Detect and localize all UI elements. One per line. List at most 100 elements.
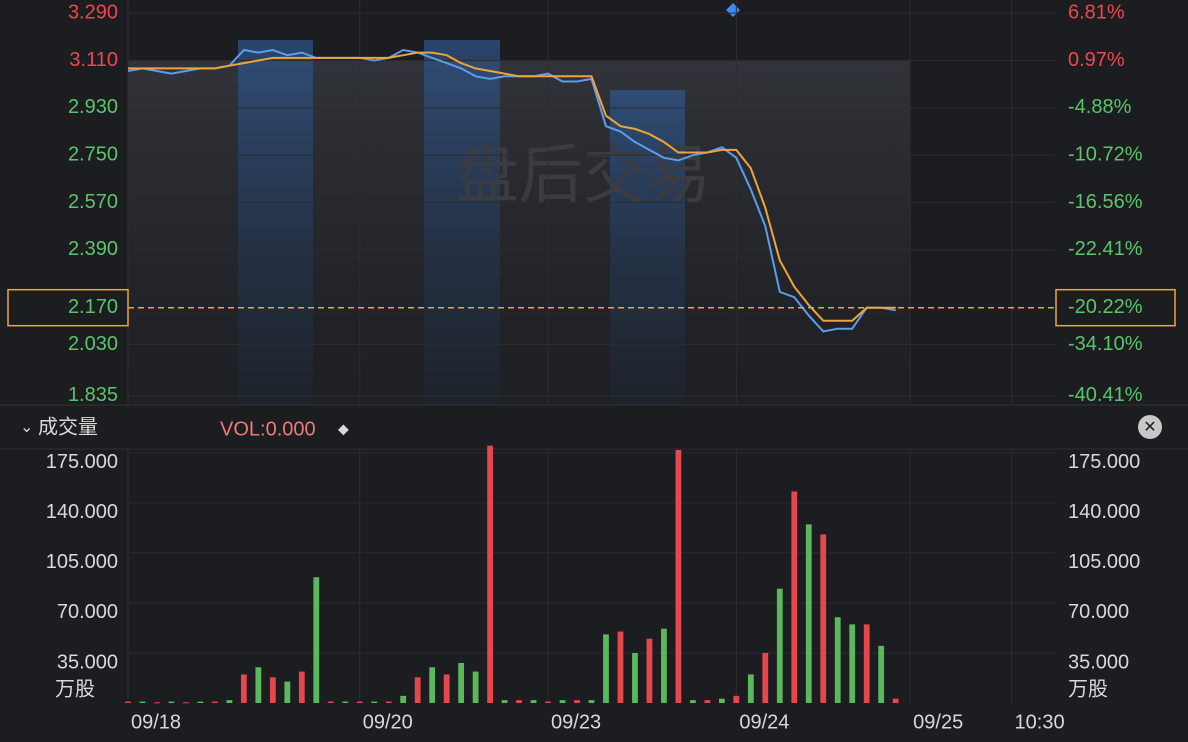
volume-bar bbox=[617, 631, 624, 703]
volume-bar bbox=[385, 701, 392, 703]
volume-bar bbox=[327, 701, 334, 703]
close-icon[interactable]: ✕ bbox=[1143, 419, 1156, 436]
reference-label: 2.170 bbox=[68, 296, 118, 318]
volume-bar bbox=[458, 662, 465, 703]
volume-bar bbox=[240, 674, 247, 703]
volume-bar bbox=[443, 674, 450, 703]
volume-bar bbox=[125, 701, 131, 703]
y-tick-label: 175.000 bbox=[46, 451, 118, 473]
volume-bar bbox=[863, 624, 870, 703]
y2-tick-label: 140.000 bbox=[1068, 501, 1140, 523]
volume-bar bbox=[820, 534, 827, 703]
volume-bar bbox=[226, 700, 233, 703]
x-tick-label: 09/24 bbox=[739, 711, 789, 733]
y-tick-label: 1.835 bbox=[68, 384, 118, 406]
y2-tick-label: -4.88% bbox=[1068, 96, 1132, 118]
x-tick-label: 10:30 bbox=[1015, 711, 1065, 733]
indicator-settings[interactable]: ◆ bbox=[338, 421, 349, 437]
x-tick-label: 09/20 bbox=[363, 711, 413, 733]
y-tick-label: 105.000 bbox=[46, 551, 118, 573]
y-tick-label: 2.570 bbox=[68, 191, 118, 213]
y-tick-label: 3.290 bbox=[68, 1, 118, 23]
volume-bar bbox=[472, 671, 479, 703]
volume-bar bbox=[197, 701, 204, 703]
x-tick-label: 09/23 bbox=[551, 711, 601, 733]
volume-bar bbox=[632, 652, 638, 703]
volume-bar bbox=[183, 702, 189, 704]
y2-tick-label: -10.72% bbox=[1068, 143, 1143, 165]
volume-bar bbox=[834, 617, 841, 703]
after-hours-band bbox=[238, 40, 313, 405]
volume-bar bbox=[791, 491, 798, 703]
volume-bar bbox=[574, 700, 580, 703]
y-tick-label: 2.750 bbox=[68, 143, 118, 165]
y2-tick-label: 6.81% bbox=[1068, 1, 1125, 23]
volume-bar bbox=[689, 700, 696, 703]
y-tick-label: 3.110 bbox=[69, 49, 118, 71]
volume-bar bbox=[733, 695, 740, 703]
y-tick-label: 2.390 bbox=[68, 238, 118, 260]
volume-bar bbox=[603, 634, 609, 703]
volume-title[interactable]: 成交量 bbox=[38, 415, 98, 438]
watermark: 盘后交易 bbox=[455, 139, 711, 211]
x-tick-label: 09/25 bbox=[913, 711, 963, 733]
y-tick-label: 2.930 bbox=[68, 96, 118, 118]
volume-bar bbox=[559, 700, 566, 703]
volume-bar bbox=[661, 628, 667, 703]
y2-tick-label: -22.41% bbox=[1068, 238, 1143, 260]
volume-bar bbox=[516, 700, 522, 703]
y2-tick-label: 105.000 bbox=[1068, 551, 1140, 573]
price-line bbox=[127, 48, 896, 333]
volume-bar bbox=[747, 674, 754, 703]
volume-bar bbox=[212, 701, 218, 703]
y-tick-label: 70.000 bbox=[57, 601, 118, 623]
volume-bar bbox=[718, 698, 725, 703]
volume-unit: 万股 bbox=[55, 678, 95, 700]
volume-bar bbox=[371, 701, 378, 703]
volume-bar bbox=[168, 701, 175, 703]
y2-tick-label: 0.97% bbox=[1068, 49, 1125, 71]
volume-bar bbox=[356, 701, 363, 703]
y-tick-label: 2.030 bbox=[68, 333, 118, 355]
volume-bar bbox=[675, 450, 682, 703]
reference-change-label: -20.22% bbox=[1068, 296, 1143, 318]
volume-bar bbox=[284, 681, 291, 703]
volume-bar bbox=[878, 645, 885, 703]
y-tick-label: 140.000 bbox=[46, 501, 118, 523]
reference-box bbox=[7, 288, 129, 327]
after-hours-band bbox=[424, 40, 500, 405]
volume-bar bbox=[646, 638, 653, 703]
volume-bar bbox=[530, 700, 537, 703]
volume-bar bbox=[501, 700, 508, 703]
volume-bar bbox=[805, 524, 812, 703]
y2-tick-label: -16.56% bbox=[1068, 191, 1143, 213]
collapse-icon[interactable]: ⌄ bbox=[20, 419, 33, 436]
y2-tick-label: 35.000 bbox=[1068, 651, 1129, 673]
volume-bar bbox=[849, 624, 856, 703]
price-line bbox=[128, 51, 896, 322]
x-tick-label: 09/18 bbox=[131, 711, 181, 733]
y2-tick-label: -40.41% bbox=[1068, 384, 1143, 406]
close-button[interactable] bbox=[1138, 415, 1162, 439]
volume-bar bbox=[255, 667, 262, 703]
volume-bar bbox=[429, 667, 436, 703]
after-hours-band bbox=[610, 90, 685, 405]
volume-bar bbox=[776, 588, 783, 703]
volume-bar bbox=[400, 695, 407, 703]
volume-bar bbox=[154, 702, 160, 704]
volume-bar bbox=[139, 701, 146, 703]
volume-bar bbox=[588, 700, 595, 703]
volume-bar bbox=[313, 577, 320, 703]
volume-bar bbox=[704, 700, 711, 703]
volume-bar bbox=[892, 698, 899, 703]
y2-tick-label: 70.000 bbox=[1068, 601, 1129, 623]
volume-bar bbox=[342, 701, 349, 703]
volume-bar bbox=[487, 445, 494, 703]
volume-bar bbox=[414, 677, 421, 703]
volume-bar bbox=[545, 701, 551, 703]
y2-tick-label: -34.10% bbox=[1068, 333, 1143, 355]
y-tick-label: 35.000 bbox=[57, 651, 118, 673]
volume-unit: 万股 bbox=[1068, 678, 1108, 700]
volume-bar bbox=[298, 671, 305, 703]
